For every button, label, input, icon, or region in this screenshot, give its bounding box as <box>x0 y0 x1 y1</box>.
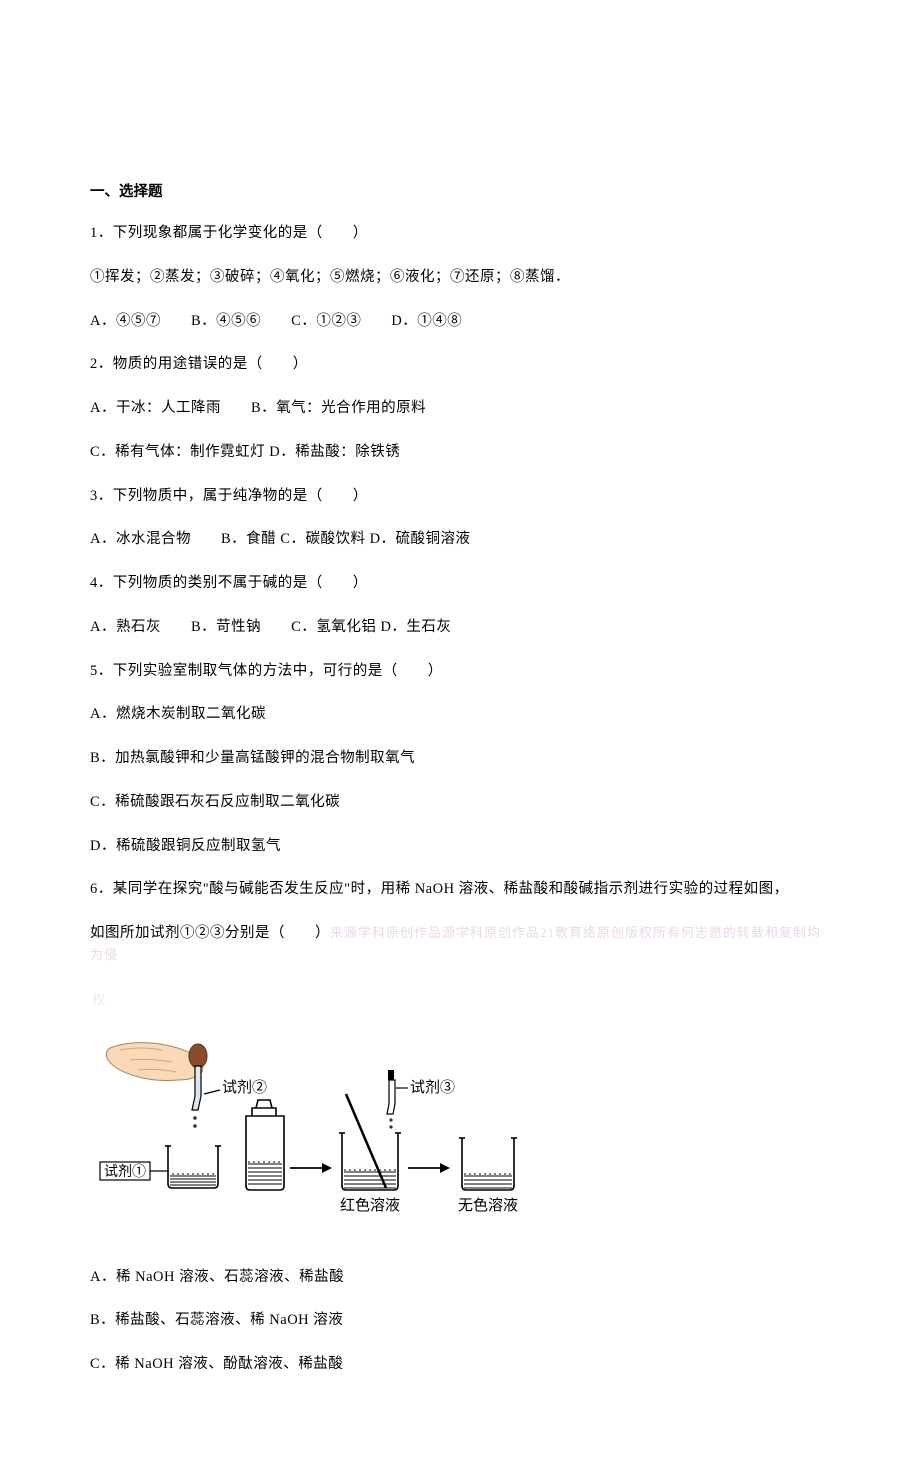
label-reagent-1: 试剂① <box>100 1162 168 1180</box>
q2-options-row1: A．干冰：人工降雨 B．氧气：光合作用的原料 <box>90 398 830 420</box>
label-reagent-3: 试剂③ <box>396 1079 455 1096</box>
hand-with-dropper-icon <box>106 1042 207 1127</box>
watermark-text-2: 权. <box>90 989 830 1008</box>
svg-text:试剂③: 试剂③ <box>410 1079 455 1096</box>
svg-text:试剂①: 试剂① <box>104 1164 146 1180</box>
q5-option-c: C．稀硫酸跟石灰石反应制取二氧化碳 <box>90 792 830 814</box>
svg-text:试剂②: 试剂② <box>222 1079 267 1096</box>
arrow-1 <box>290 1163 332 1173</box>
q2-options-row2: C．稀有气体：制作霓虹灯 D．稀盐酸：除铁锈 <box>90 442 830 464</box>
q1-stem: 1．下列现象都属于化学变化的是（ ） <box>90 223 830 245</box>
q3-options: A．冰水混合物 B．食醋 C．碳酸饮料 D．硫酸铜溶液 <box>90 529 830 551</box>
q6-stem-line2: 如图所加试剂①②③分别是（ ） <box>90 925 330 941</box>
experiment-diagram: 试剂② 试剂① <box>90 1038 830 1243</box>
q2-stem: 2．物质的用途错误的是（ ） <box>90 354 830 376</box>
reagent-bottle <box>246 1100 284 1190</box>
q5-option-a: A．燃烧木炭制取二氧化碳 <box>90 704 830 726</box>
q5-option-b: B．加热氯酸钾和少量高锰酸钾的混合物制取氧气 <box>90 748 830 770</box>
dropper-2 <box>387 1070 395 1129</box>
label-clear-solution: 无色溶液 <box>458 1197 518 1214</box>
q5-stem: 5．下列实验室制取气体的方法中，可行的是（ ） <box>90 661 830 683</box>
section-heading: 一、选择题 <box>90 180 830 201</box>
q4-stem: 4．下列物质的类别不属于碱的是（ ） <box>90 573 830 595</box>
q1-options: A．④⑤⑦ B．④⑤⑥ C．①②③ D．①④⑧ <box>90 311 830 333</box>
q6-option-b: B．稀盐酸、石蕊溶液、稀 NaOH 溶液 <box>90 1310 830 1332</box>
label-red-solution: 红色溶液 <box>340 1197 400 1214</box>
q6-stem-line1: 6．某同学在探究"酸与碱能否发生反应"时，用稀 NaOH 溶液、稀盐酸和酸碱指示… <box>90 879 830 901</box>
beaker-3 <box>459 1138 517 1190</box>
q6-option-a: A．稀 NaOH 溶液、石蕊溶液、稀盐酸 <box>90 1267 830 1289</box>
q1-items: ①挥发；②蒸发；③破碎；④氧化；⑤燃烧；⑥液化；⑦还原；⑧蒸馏． <box>90 267 830 289</box>
label-reagent-2: 试剂② <box>204 1079 267 1096</box>
arrow-2 <box>408 1163 450 1173</box>
beaker-1 <box>165 1146 221 1188</box>
q5-option-d: D．稀硫酸跟铜反应制取氢气 <box>90 836 830 858</box>
q6-option-c: C．稀 NaOH 溶液、酚酞溶液、稀盐酸 <box>90 1354 830 1376</box>
q4-options: A．熟石灰 B．苛性钠 C．氢氧化铝 D．生石灰 <box>90 617 830 639</box>
q6-stem-line2-wrap: 如图所加试剂①②③分别是（ ）来源学科原创作品源学科原创作品21教育络原创版权所… <box>90 923 830 967</box>
q3-stem: 3．下列物质中，属于纯净物的是（ ） <box>90 486 830 508</box>
